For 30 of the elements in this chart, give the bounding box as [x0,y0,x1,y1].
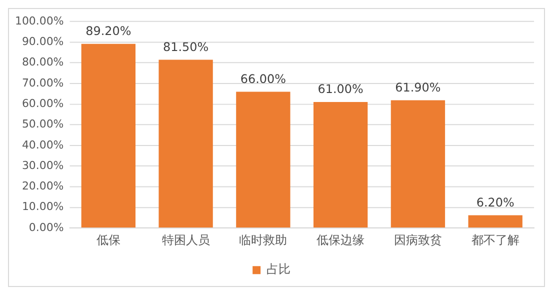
bar [81,44,136,228]
x-tick-label: 都不了解 [471,233,520,248]
y-tick-label: 80.00% [22,56,64,69]
bar [468,215,522,228]
y-tick-label: 100.00% [14,14,64,28]
y-tick-label: 90.00% [22,35,64,48]
y-tick-label: 0.00% [28,220,64,234]
y-tick-label: 30.00% [22,158,64,172]
x-tick-label: 因病致贫 [394,233,442,248]
data-label: 89.20% [86,24,132,38]
x-tick-label: 特困人员 [162,233,210,248]
x-tick-label: 低保边缘 [316,233,365,248]
data-label: 6.20% [476,195,514,210]
bar [313,102,368,228]
data-label: 81.50% [163,40,209,54]
y-tick-label: 40.00% [22,138,64,152]
bar [236,92,290,228]
y-tick-label: 70.00% [22,76,64,90]
x-tick-label: 临时救助 [239,233,288,248]
y-tick-label: 50.00% [22,118,64,131]
data-label: 66.00% [240,72,286,86]
legend-label: 占比 [266,262,291,276]
y-tick-label: 20.00% [22,180,64,193]
bar [158,60,213,228]
x-tick-label: 低保 [96,233,120,248]
data-label: 61.00% [318,82,364,96]
y-tick-label: 10.00% [22,200,64,214]
bar [390,100,446,228]
y-tick-label: 60.00% [22,96,64,110]
data-label: 61.90% [395,80,441,94]
